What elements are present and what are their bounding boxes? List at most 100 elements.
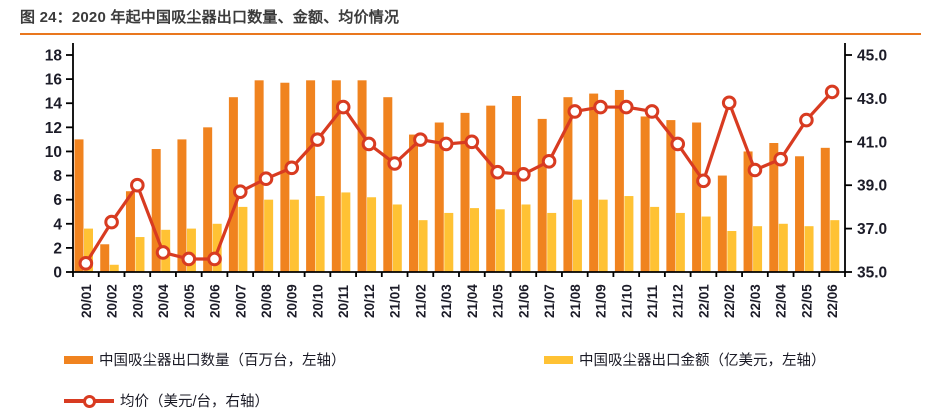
quantity-bar <box>151 149 161 272</box>
x-axis-tick-label: 22/03 <box>748 284 763 318</box>
x-axis-tick-label: 22/01 <box>696 284 711 318</box>
x-axis-tick-label: 20/03 <box>130 284 145 318</box>
price-point-marker <box>284 160 300 176</box>
right-axis-tick-label: 35.0 <box>857 265 887 282</box>
amount-bar <box>753 226 763 272</box>
amount-bar <box>495 209 505 272</box>
quantity-bar <box>383 97 393 272</box>
amount-bar <box>650 206 660 272</box>
amount-bar <box>701 216 711 272</box>
left-axis-tick-label: 16 <box>45 72 63 89</box>
price-point-marker <box>464 134 480 150</box>
amount-bar <box>598 199 608 272</box>
price-point-marker <box>541 154 557 169</box>
amount-bar <box>392 204 402 272</box>
x-axis-tick-label: 21/01 <box>388 284 403 318</box>
left-axis-tick-label: 2 <box>53 240 62 257</box>
x-axis-tick-label: 20/11 <box>336 284 351 318</box>
price-point-marker <box>130 177 145 193</box>
amount-bar <box>289 199 299 272</box>
quantity-bar <box>717 175 727 272</box>
price-point-marker <box>104 214 119 230</box>
amount-bar <box>675 212 685 272</box>
left-axis-tick-label: 18 <box>45 48 63 65</box>
price-point-marker <box>670 136 686 152</box>
legend-item-amount: 中国吸尘器出口金额（亿美元，左轴） <box>544 349 826 370</box>
right-axis-tick-label: 39.0 <box>857 178 887 195</box>
price-point-marker <box>824 84 840 100</box>
amount-bar <box>470 208 479 272</box>
right-axis-tick-label: 45.0 <box>857 48 887 65</box>
quantity-bar <box>563 97 573 272</box>
quantity-bar <box>254 80 264 272</box>
chart-svg: 0 2 4 6 8 10 12 14 16 18 35.0 37.0 39.0 41.0 43.0 45.0 2… <box>45 43 887 318</box>
price-point-marker <box>747 162 763 178</box>
amount-bar <box>418 220 428 272</box>
x-axis-tick-label: 21/04 <box>465 284 480 318</box>
x-axis-tick-label: 21/10 <box>619 284 634 318</box>
price-point-marker <box>696 173 711 189</box>
legend-item-price: 均价（美元/台，右轴） <box>64 390 269 411</box>
title-underline <box>20 33 921 35</box>
amount-bar <box>109 264 119 272</box>
quantity-bar <box>743 151 753 272</box>
price-point-marker <box>78 256 94 271</box>
quantity-bar <box>203 127 213 272</box>
chart-area: 0 2 4 6 8 10 12 14 16 18 35.0 37.0 39.0 41.0 43.0 45.0 2… <box>0 38 939 330</box>
price-point-marker <box>567 104 583 119</box>
x-axis-tick-label: 20/08 <box>259 284 274 318</box>
amount-bar <box>521 204 531 272</box>
price-point-marker <box>155 245 171 260</box>
price-point-marker <box>721 95 737 111</box>
quantity-bar <box>125 191 135 272</box>
quantity-bar <box>357 80 367 272</box>
quantity-bar <box>692 122 702 272</box>
quantity-bar <box>486 105 496 272</box>
left-axis-tick-label: 10 <box>45 144 62 161</box>
quantity-bar <box>511 95 521 272</box>
quantity-bar <box>409 134 419 272</box>
price-point-marker <box>387 156 402 171</box>
amount-bar <box>778 223 788 272</box>
amount-bar <box>804 226 814 272</box>
legend-label-quantity: 中国吸尘器出口数量（百万台，左轴） <box>99 353 346 369</box>
price-line-swatch-icon <box>64 394 114 408</box>
amount-bar <box>186 228 196 272</box>
legend-label-amount: 中国吸尘器出口金额（亿美元，左轴） <box>579 353 826 369</box>
x-axis-tick-label: 20/09 <box>285 284 300 318</box>
x-axis-tick-label: 20/04 <box>156 284 171 318</box>
amount-bar <box>572 199 582 272</box>
amount-bar <box>727 231 737 272</box>
price-point-marker <box>490 164 505 180</box>
x-axis-tick-label: 20/10 <box>310 284 325 318</box>
price-point-marker <box>799 112 814 128</box>
amount-swatch-icon <box>544 355 573 364</box>
quantity-bar <box>614 89 624 272</box>
quantity-bar <box>795 156 805 272</box>
quantity-bar <box>537 118 547 273</box>
legend-item-quantity: 中国吸尘器出口数量（百万台，左轴） <box>64 349 346 370</box>
quantity-bar <box>177 139 187 272</box>
x-axis-tick-label: 20/02 <box>105 284 120 318</box>
x-axis-tick-label: 22/04 <box>774 284 789 318</box>
x-axis-tick-label: 21/02 <box>413 284 428 318</box>
price-point-marker <box>181 251 197 267</box>
quantity-bar <box>434 122 444 272</box>
legend-label-price: 均价（美元/台，右轴） <box>120 394 270 410</box>
price-point-marker <box>644 104 660 119</box>
right-axis-tick-label: 43.0 <box>857 91 887 108</box>
price-point-marker <box>593 99 608 115</box>
amount-bar <box>238 206 248 272</box>
x-axis-tick-label: 20/06 <box>208 284 223 318</box>
amount-bar <box>264 199 274 272</box>
right-axis-tick-label: 37.0 <box>857 221 887 238</box>
quantity-bar <box>306 80 316 272</box>
quantity-bar <box>666 120 676 272</box>
amount-bar <box>341 192 351 272</box>
left-axis-tick-label: 8 <box>53 168 62 185</box>
quantity-bar <box>228 97 238 272</box>
x-axis-tick-label: 22/05 <box>799 284 814 318</box>
price-point-marker <box>516 167 531 182</box>
quantity-bar <box>331 80 341 272</box>
price-point-marker <box>310 132 325 147</box>
